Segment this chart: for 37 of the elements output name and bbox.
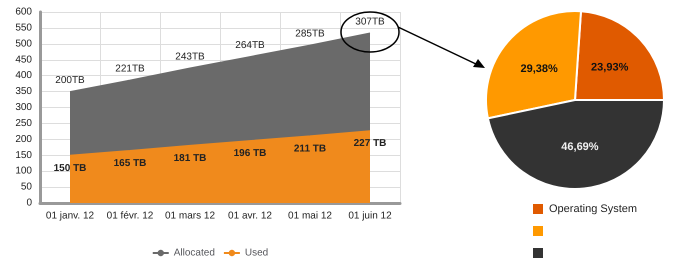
x-tick-label: 01 juin 12	[348, 210, 392, 222]
data-label: 181 TB	[174, 152, 206, 164]
data-label: 243TB	[175, 52, 206, 63]
x-tick-label: 01 févr. 12	[106, 210, 154, 222]
data-label: 221TB	[115, 64, 146, 75]
legend-label: Allocated	[174, 248, 215, 258]
y-tick-label: 150	[15, 150, 32, 161]
x-tick-label: 01 mars 12	[164, 210, 216, 222]
data-label: 150 TB	[54, 162, 86, 174]
data-label: 165 TB	[114, 158, 146, 169]
x-tick-label: 01 mai 12	[288, 210, 332, 222]
x-tick-label: 01 janv. 12	[46, 210, 95, 222]
data-label: 200TB	[55, 75, 86, 86]
y-tick-label: 300	[15, 102, 32, 113]
y-tick-label: 200	[15, 134, 32, 145]
y-tick-label: 600	[15, 6, 32, 18]
y-tick-label: 250	[15, 118, 32, 129]
y-tick-label: 550	[15, 22, 32, 34]
data-label: 23,93%	[591, 62, 629, 74]
y-tick-label: 500	[15, 38, 32, 50]
data-label: 264TB	[235, 40, 266, 52]
y-tick-label: 0	[26, 198, 32, 208]
y-tick-label: 350	[15, 86, 32, 98]
data-label: 196 TB	[234, 148, 266, 160]
y-tick-label: 400	[15, 70, 32, 82]
y-tick-label: 100	[15, 166, 32, 177]
legend-label: Operating System	[549, 203, 638, 215]
data-label: 307TB	[355, 16, 386, 28]
data-label: 211 TB	[294, 143, 326, 154]
data-label: 46,69%	[561, 141, 599, 154]
y-tick-label: 450	[15, 54, 32, 66]
data-label: 285TB	[295, 28, 326, 40]
x-tick-label: 01 avr. 12	[228, 210, 272, 222]
legend-label: Used	[244, 248, 268, 258]
data-label: 29,38%	[520, 62, 558, 75]
data-label: 227 TB	[354, 138, 386, 150]
y-tick-label: 50	[20, 182, 32, 193]
